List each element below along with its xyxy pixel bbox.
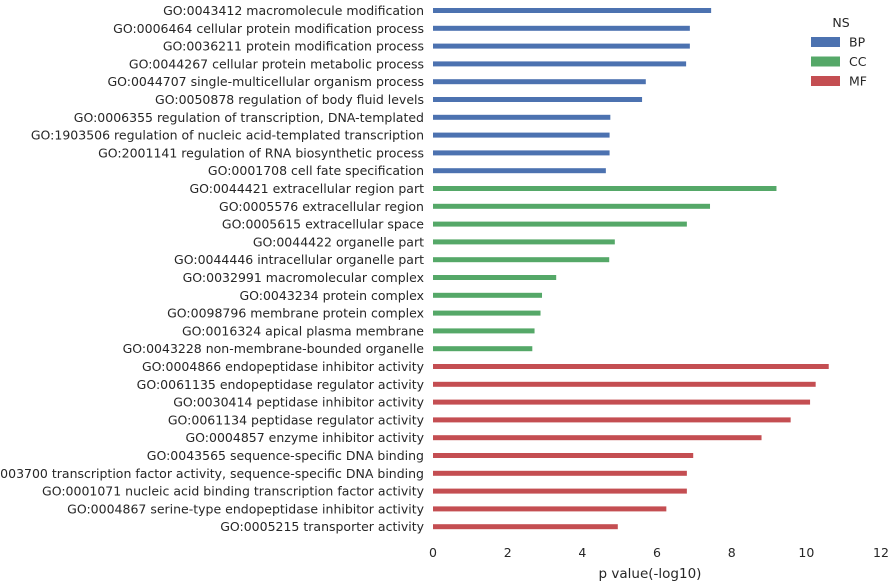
category-label: GO:0004857 enzyme inhibitor activity	[185, 430, 424, 445]
x-tick-label: 10	[798, 545, 814, 560]
bar-cc-11	[433, 203, 711, 209]
x-tick-label: 2	[504, 545, 512, 560]
legend-title: NS	[832, 15, 849, 30]
category-label: GO:0043234 protein complex	[239, 288, 424, 303]
legend-swatch-cc	[811, 56, 840, 67]
bar-cc-10	[433, 186, 777, 191]
bar-mf-22	[433, 399, 811, 405]
legend-label-mf: MF	[849, 74, 867, 89]
x-tick-label: 0	[429, 545, 437, 560]
category-label: GO:0005576 extracellular region	[219, 199, 424, 214]
category-label: GO:0044446 intracellular organelle part	[174, 252, 424, 267]
legend: NS BP CC MF	[811, 15, 867, 89]
bar-bp-9	[433, 168, 606, 174]
bar-cc-14	[433, 257, 610, 263]
category-label: GO:0004866 endopeptidase inhibitor activ…	[142, 359, 425, 374]
bars-layer	[433, 8, 829, 530]
bar-bp-8	[433, 150, 610, 156]
x-axis-title: p value(-log10)	[599, 566, 702, 582]
legend-label-cc: CC	[849, 54, 867, 69]
category-label: GO:0043412 macromolecule modification	[163, 3, 424, 18]
bar-cc-15	[433, 275, 557, 280]
x-tick-label: 8	[728, 545, 736, 560]
x-tick-label: 12	[873, 545, 889, 560]
bar-mf-24	[433, 435, 762, 441]
legend-swatch-bp	[811, 37, 840, 47]
bar-cc-12	[433, 221, 687, 227]
category-label: GO:0006464 cellular protein modification…	[113, 21, 424, 36]
category-label: GO:0001071 nucleic acid binding transcri…	[42, 484, 425, 499]
category-label: GO:0003700 transcription factor activity…	[0, 466, 424, 481]
x-tick-label: 4	[578, 545, 586, 560]
bar-bp-2	[433, 43, 690, 49]
bar-bp-6	[433, 114, 611, 120]
legend-label-bp: BP	[849, 35, 866, 50]
category-label: GO:0016324 apical plasma membrane	[182, 323, 424, 338]
category-label: GO:0005215 transporter activity	[220, 519, 424, 534]
category-label: GO:0061135 endopeptidase regulator activ…	[137, 377, 425, 392]
legend-entries: BP CC MF	[811, 35, 867, 89]
category-label: GO:0043228 non-membrane-bounded organell…	[123, 341, 425, 356]
category-label: GO:0001708 cell fate specification	[208, 163, 424, 178]
category-label: GO:0043565 sequence-specific DNA binding	[147, 448, 424, 463]
bar-bp-7	[433, 132, 610, 138]
category-label: GO:0004867 serine-type endopeptidase inh…	[67, 501, 424, 516]
category-label: GO:0061134 peptidase regulator activity	[168, 412, 425, 427]
bar-bp-4	[433, 79, 646, 85]
category-label: GO:0030414 peptidase inhibitor activity	[173, 395, 424, 410]
category-label: GO:0050878 regulation of body fluid leve…	[155, 92, 424, 107]
bar-mf-23	[433, 417, 791, 423]
bar-mf-25	[433, 453, 694, 458]
category-label: GO:0098796 membrane protein complex	[167, 306, 424, 321]
category-label: GO:0044707 single-multicellular organism…	[107, 74, 424, 89]
bar-cc-19	[433, 346, 533, 352]
category-label: GO:0044422 organelle part	[253, 234, 424, 249]
x-tick-label: 6	[653, 545, 661, 560]
category-label: GO:0044421 extracellular region part	[189, 181, 424, 196]
bar-bp-5	[433, 97, 643, 102]
bar-bp-1	[433, 25, 690, 31]
category-label: GO:0005615 extracellular space	[222, 217, 424, 232]
bar-mf-28	[433, 506, 667, 512]
category-label: GO:0032991 macromolecular complex	[183, 270, 424, 285]
bar-mf-29	[433, 524, 618, 530]
bar-mf-26	[433, 470, 687, 476]
bar-cc-18	[433, 328, 535, 334]
legend-swatch-mf	[811, 76, 840, 86]
category-label: GO:0006355 regulation of transcription, …	[74, 110, 424, 125]
bar-mf-20	[433, 364, 829, 369]
bar-bp-3	[433, 61, 687, 67]
category-labels: GO:0043412 macromolecule modification GO:…	[0, 3, 425, 534]
category-label: GO:0044267 cellular protein metabolic pr…	[129, 56, 424, 71]
bar-mf-21	[433, 381, 816, 387]
bar-cc-17	[433, 310, 541, 316]
bar-bp-0	[433, 8, 712, 13]
bar-mf-27	[433, 488, 687, 494]
category-label: GO:0036211 protein modification process	[163, 39, 424, 54]
category-label: GO:2001141 regulation of RNA biosyntheti…	[98, 145, 424, 160]
category-label: GO:1903506 regulation of nucleic acid-te…	[31, 128, 424, 143]
bar-cc-16	[433, 292, 543, 298]
bar-cc-13	[433, 239, 615, 245]
x-axis-ticks: 0 2 4 6 8 10 12	[429, 545, 889, 560]
